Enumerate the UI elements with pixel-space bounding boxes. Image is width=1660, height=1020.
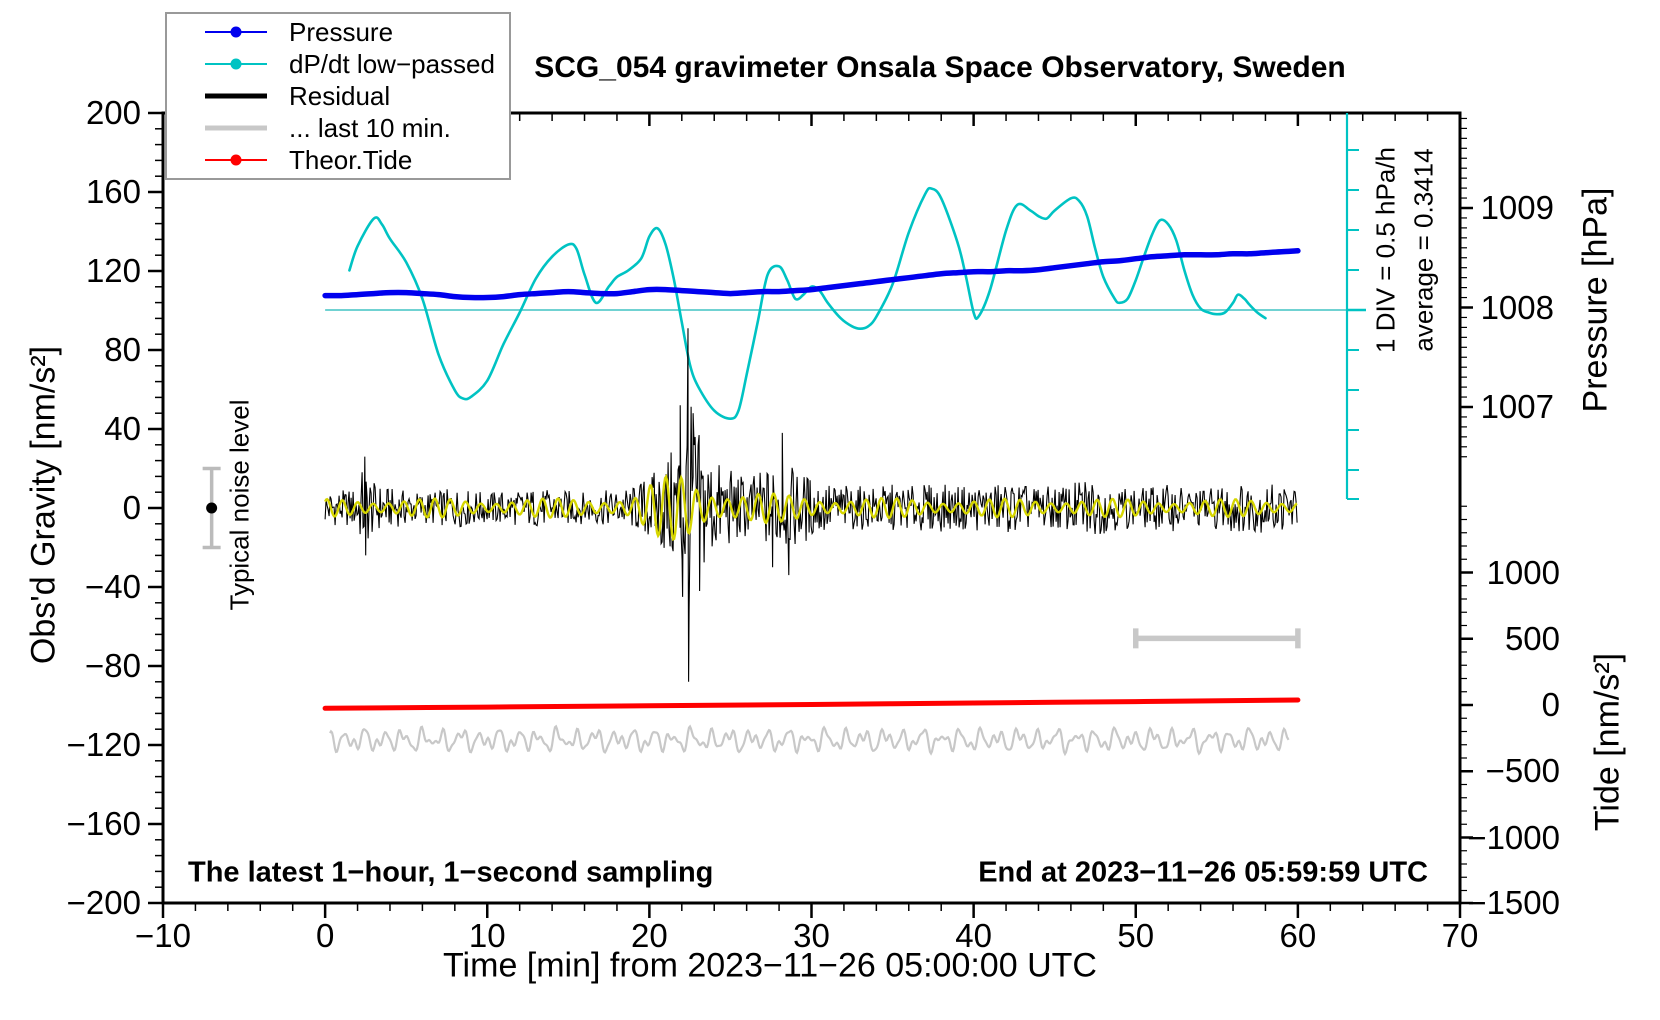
y-left-tick-label: −160 <box>66 805 141 842</box>
pressure-line-icon <box>205 26 267 38</box>
legend-item-label: Residual <box>289 80 391 111</box>
tide-tick-label: 1000 <box>1486 553 1560 591</box>
tide-tick-label: −1000 <box>1467 818 1560 856</box>
y-left-tick-label: 40 <box>104 410 141 447</box>
tide-tick-label: 0 <box>1541 686 1560 723</box>
y-left-tick-label: −80 <box>85 647 141 684</box>
plot-frame <box>161 111 1462 905</box>
noise-level-dot <box>206 502 218 514</box>
tide-tick-label: −1500 <box>1467 884 1560 921</box>
last10-line-icon <box>205 125 267 131</box>
y-left-tick-label: 80 <box>104 331 141 368</box>
legend-item-label: ... last 10 min. <box>289 112 451 143</box>
annotation-end-time: End at 2023−11−26 05:59:59 UTC <box>978 856 1428 889</box>
tide-tick-label: −500 <box>1485 752 1560 790</box>
y-left-tick-label: −40 <box>85 568 141 605</box>
x-axis-title: Time [min] from 2023−11−26 05:00:00 UTC <box>443 946 1097 985</box>
x-tick-label: 20 <box>631 917 668 954</box>
tide-axis-title: Tide [nm/s²] <box>1588 652 1627 832</box>
y-left-tick-label: 160 <box>85 173 141 210</box>
legend-item-label: Pressure <box>289 16 394 47</box>
legend-item-residual: Residual <box>203 80 509 111</box>
dpdt-div-axis <box>1345 113 1366 500</box>
noise-level-label: Typical noise level <box>224 399 255 611</box>
x-tick-label: 10 <box>468 917 506 954</box>
average-label: average = 0.3414 <box>1408 148 1439 352</box>
y-left-tick-label: 120 <box>85 252 141 289</box>
y-left-axis-title: Obs'd Gravity [nm/s²] <box>24 345 63 665</box>
legend-item-theor-tide: Theor.Tide <box>203 144 509 175</box>
x-tick-label: 60 <box>1279 917 1317 954</box>
legend-item-dpdt: dP/dt low−passed <box>203 48 509 79</box>
tide-tick-label: 500 <box>1504 619 1560 657</box>
residual-trace <box>324 328 1298 682</box>
x-tick-label: 70 <box>1441 917 1479 954</box>
last10-expanded-trace <box>329 724 1290 757</box>
legend-item-last10: ... last 10 min. <box>203 112 509 143</box>
pressure-tick-label: 1009 <box>1480 189 1554 226</box>
residual-line-icon <box>205 93 267 99</box>
x-tick-label: 50 <box>1117 917 1155 954</box>
pressure-tick-label: 1007 <box>1480 388 1554 425</box>
pressure-tick-label: 1008 <box>1480 288 1554 326</box>
div-scale-label: 1 DIV = 0.5 hPa/h <box>1370 147 1401 353</box>
theor-tide-line-icon <box>205 154 267 166</box>
page-title: SCG_054 gravimeter Onsala Space Observat… <box>534 51 1346 84</box>
legend-item-label: Theor.Tide <box>289 144 413 175</box>
legend-item-pressure: Pressure <box>203 16 509 47</box>
last10-segment-bar <box>1133 628 1301 649</box>
x-tick-label: 30 <box>793 917 830 954</box>
y-left-tick-label: 0 <box>122 489 141 526</box>
y-left-tick-label: −200 <box>66 884 141 921</box>
annotation-sampling: The latest 1−hour, 1−second sampling <box>188 856 714 889</box>
dpdt-trace <box>348 186 1267 421</box>
x-tick-label: −10 <box>135 917 191 954</box>
y-left-tick-label: −120 <box>66 726 141 763</box>
residual-filtered-trace <box>324 473 1298 541</box>
legend-box: Pressure dP/dt low−passed Residual ... l… <box>165 12 511 180</box>
dpdt-line-icon <box>205 58 267 70</box>
x-tick-label: 40 <box>955 917 992 954</box>
x-tick-label: 0 <box>315 917 335 954</box>
y-left-tick-label: 200 <box>85 94 141 131</box>
theor-tide-trace <box>322 697 1301 711</box>
pressure-axis-title: Pressure [hPa] <box>1576 187 1615 413</box>
legend-item-label: dP/dt low−passed <box>289 48 495 79</box>
pressure-trace <box>322 248 1301 301</box>
